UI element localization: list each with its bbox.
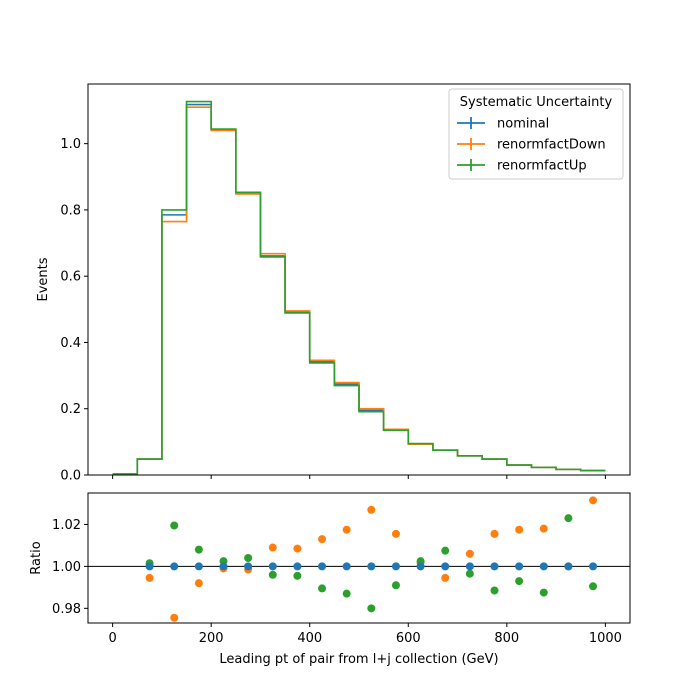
ratio-y-tick-label: 1.02 [52,518,81,533]
x-axis-label: Leading pt of pair from l+j collection (… [219,652,498,667]
ratio-panel: 0.98 1.00 1.02 0 200 400 600 800 1000 Ratio [29,492,631,646]
ratio-point-renormfactDown [145,573,154,582]
ratio-point-nominal [244,562,253,571]
ratio-point-renormfactUp [515,577,524,586]
top-y-tick-label: 0.0 [60,469,81,484]
ratio-point-renormfactUp [268,570,277,579]
ratio-x-tick-label: 200 [199,631,224,646]
ratio-point-renormfactDown [268,543,277,552]
ratio-point-renormfactDown [589,496,598,505]
ratio-point-renormfactDown [539,524,548,533]
ratio-point-nominal [564,562,573,571]
ratio-point-renormfactDown [367,505,376,514]
legend-label-nominal: nominal [497,117,549,132]
top-y-tick-label: 0.6 [60,270,81,285]
ratio-point-nominal [490,562,499,571]
ratio-point-nominal [367,562,376,571]
ratio-point-renormfactDown [441,573,450,582]
top-y-tick-label: 0.8 [60,203,81,218]
ratio-point-renormfactUp [318,584,327,593]
ratio-point-renormfactUp [342,589,351,598]
ratio-point-renormfactUp [441,546,450,555]
ratio-point-renormfactUp [170,521,179,530]
legend-label-renormfactDown: renormfactDown [497,138,606,153]
ratio-point-renormfactUp [465,569,474,578]
top-y-tick-label: 0.2 [60,402,81,417]
ratio-point-nominal [342,562,351,571]
top-y-axis-label: Events [36,257,51,301]
ratio-point-nominal [515,562,524,571]
ratio-point-renormfactUp [490,586,499,595]
top-plot-frame [87,83,631,476]
ratio-point-renormfactDown [391,529,400,538]
ratio-point-nominal [391,562,400,571]
ratio-y-axis-label: Ratio [29,541,44,574]
ratio-point-renormfactDown [194,579,203,588]
ratio-point-nominal [268,562,277,571]
histogram-renormfactUp [112,100,606,475]
ratio-point-nominal [539,562,548,571]
top-y-tick-label: 1.0 [60,137,81,152]
ratio-point-renormfactDown [170,613,179,622]
ratio-x-tick-label: 400 [297,631,322,646]
ratio-x-tick-label: 0 [108,631,116,646]
ratio-point-nominal [194,562,203,571]
legend-label-renormfactUp: renormfactUp [497,159,587,174]
ratio-point-renormfactUp [539,588,548,597]
ratio-point-nominal [170,562,179,571]
ratio-point-nominal [441,562,450,571]
ratio-point-renormfactUp [194,545,203,554]
ratio-point-renormfactDown [515,525,524,534]
ratio-x-tick-label: 1000 [589,631,622,646]
legend: Systematic Uncertainty nominal renormfactD… [448,88,624,180]
top-y-tick-label: 0.4 [60,336,81,351]
ratio-point-renormfactDown [465,549,474,558]
ratio-point-nominal [589,562,598,571]
ratio-point-renormfactUp [589,582,598,591]
ratio-point-renormfactDown [293,544,302,553]
ratio-point-nominal [219,562,228,571]
ratio-point-renormfactUp [564,514,573,523]
ratio-point-renormfactDown [490,529,499,538]
ratio-point-nominal [145,562,154,571]
ratio-point-renormfactDown [342,525,351,534]
ratio-point-nominal [293,562,302,571]
ratio-point-renormfactDown [318,535,327,544]
ratio-point-nominal [465,562,474,571]
ratio-y-tick-label: 1.00 [52,560,81,575]
ratio-y-tick-label: 0.98 [52,602,81,617]
legend-title: Systematic Uncertainty [460,95,613,110]
ratio-point-nominal [318,562,327,571]
ratio-x-tick-label: 600 [396,631,421,646]
top-panel: 0.0 0.2 0.4 0.6 0.8 1.0 Events [36,83,631,484]
legend-box [448,88,624,180]
ratio-point-renormfactUp [244,554,253,562]
ratio-plot-frame [87,492,631,624]
ratio-point-nominal [416,562,425,571]
ratio-point-renormfactUp [293,571,302,580]
ratio-point-renormfactUp [391,581,400,590]
ratio-point-renormfactUp [367,604,376,613]
ratio-x-tick-label: 800 [494,631,519,646]
